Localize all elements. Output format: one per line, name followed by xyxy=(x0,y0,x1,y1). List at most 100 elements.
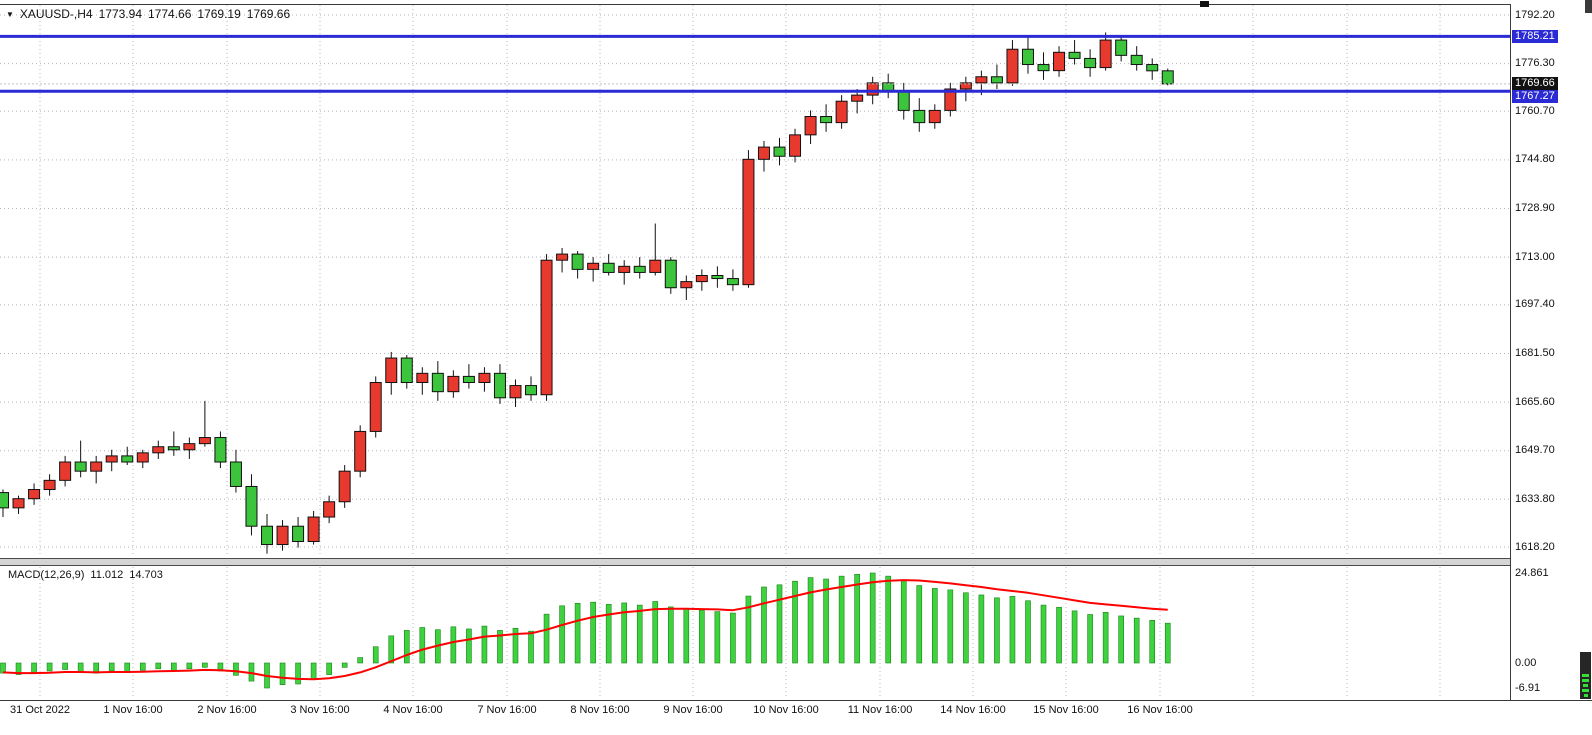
time-tick-label: 16 Nov 16:00 xyxy=(1127,704,1193,716)
macd-histogram-bar xyxy=(900,580,907,664)
bull-candle-body xyxy=(866,82,879,96)
macd-histogram-bar xyxy=(543,613,550,664)
macd-histogram-bar xyxy=(652,601,659,664)
bear-candle-body xyxy=(1161,70,1174,85)
time-tick-label: 7 Nov 16:00 xyxy=(477,704,537,716)
macd-histogram-bar xyxy=(823,578,829,664)
macd-main-value: 11.012 xyxy=(90,569,124,581)
bull-candle-body xyxy=(680,281,693,289)
bear-candle-body xyxy=(664,259,677,289)
bear-candle-body xyxy=(525,385,538,396)
bull-candle-body xyxy=(959,82,972,90)
macd-histogram-bar xyxy=(202,662,208,668)
bear-candle-body xyxy=(431,372,444,393)
price-tick-label: 1618.20 xyxy=(1515,540,1555,553)
price-axis-divider xyxy=(1510,4,1511,701)
macd-label-overlay: MACD(12,26,9) 11.012 14.703 xyxy=(8,569,163,581)
macd-histogram-bar xyxy=(931,588,938,664)
bull-candle-body xyxy=(975,76,988,84)
bull-candle-body xyxy=(835,100,848,124)
macd-histogram-bar xyxy=(450,626,457,664)
bull-candle-body xyxy=(90,461,103,472)
cursor-marker xyxy=(1200,1,1209,7)
bull-candle-body xyxy=(43,479,56,491)
macd-histogram-bar xyxy=(155,662,162,670)
bull-candle-body xyxy=(618,265,631,273)
time-axis-divider xyxy=(0,700,1592,701)
macd-histogram-bar xyxy=(186,662,193,670)
macd-tick-label: -6.91 xyxy=(1515,681,1541,694)
time-tick-label: 8 Nov 16:00 xyxy=(570,704,630,716)
bear-candle-body xyxy=(261,525,274,546)
bull-candle-body xyxy=(478,372,491,384)
bull-candle-body xyxy=(369,382,382,432)
price-tick-label: 1792.20 xyxy=(1515,8,1555,21)
macd-histogram-bar xyxy=(590,601,596,664)
bull-candle-body xyxy=(789,134,802,157)
price-tick-label: 1649.70 xyxy=(1515,444,1555,457)
macd-histogram-bar xyxy=(1102,612,1109,664)
macd-histogram-bar xyxy=(667,606,674,664)
bull-candle-body xyxy=(944,88,957,111)
macd-tick-label: 0.00 xyxy=(1515,656,1537,669)
bear-candle-body xyxy=(602,262,615,273)
time-axis[interactable]: 31 Oct 2022 1 Nov 16:00 2 Nov 16:00 3 Nov 1… xyxy=(0,701,1510,723)
price-tick-label: 1728.90 xyxy=(1515,202,1555,215)
bear-candle-body xyxy=(1021,48,1034,66)
macd-histogram-bar xyxy=(776,584,783,664)
connection-bar xyxy=(1583,684,1588,687)
bear-candle-body xyxy=(292,525,305,542)
bull-candle-body xyxy=(152,446,165,454)
connection-bar xyxy=(1582,679,1589,682)
bull-candle-body xyxy=(695,274,708,283)
macd-histogram-bar xyxy=(46,662,53,672)
bull-candle-body xyxy=(385,357,398,384)
bull-candle-body xyxy=(587,262,600,270)
chart-top-border xyxy=(0,4,1592,5)
macd-histogram-bar xyxy=(108,662,115,672)
macd-histogram-bar xyxy=(62,662,68,670)
grid-layer xyxy=(0,5,1510,699)
bull-candle-body xyxy=(59,461,72,481)
chart-plot-area[interactable] xyxy=(0,0,1510,700)
time-tick-label: 9 Nov 16:00 xyxy=(663,704,723,716)
bull-candle-body xyxy=(1099,39,1112,69)
macd-histogram-bar xyxy=(574,602,581,664)
macd-histogram-bar xyxy=(947,589,954,664)
macd-histogram-bar xyxy=(605,604,612,664)
macd-histogram-bar xyxy=(1071,610,1078,664)
macd-signal-line xyxy=(2,579,1168,681)
macd-histogram-bar xyxy=(171,662,177,671)
macd-histogram-bar xyxy=(403,630,410,664)
macd-histogram-bar xyxy=(357,657,363,664)
bull-candle-body xyxy=(105,455,118,463)
chart-title-overlay: ▼ XAUUSD-,H4 1773.94 1774.66 1769.19 176… xyxy=(6,7,290,21)
bear-candle-body xyxy=(493,372,506,399)
candles-layer[interactable] xyxy=(0,32,1174,554)
bull-candle-body xyxy=(276,525,289,546)
price-tick-label: 1713.00 xyxy=(1515,250,1555,263)
macd-histogram-bar xyxy=(869,572,876,664)
macd-name-label: MACD(12,26,9) xyxy=(8,569,85,581)
price-tick-label: 1776.30 xyxy=(1515,57,1555,70)
price-tick-label: 1744.80 xyxy=(1515,153,1555,166)
price-axis[interactable]: 1792.20 1776.30 1760.70 1744.80 1728.90 1713.… xyxy=(1511,0,1592,700)
connection-bar xyxy=(1583,694,1588,697)
bull-candle-body xyxy=(509,385,522,399)
macd-histogram-bar xyxy=(279,662,286,686)
macd-histogram-bar xyxy=(15,662,22,675)
macd-histogram-bar xyxy=(636,604,643,664)
price-tick-label: 1665.60 xyxy=(1515,395,1555,408)
pane-separator-handle[interactable] xyxy=(0,558,1592,566)
bull-candle-body xyxy=(1053,51,1066,72)
macd-histogram-bar xyxy=(683,608,690,664)
bear-candle-body xyxy=(726,278,739,286)
bull-candle-body xyxy=(198,437,211,445)
bear-candle-body xyxy=(571,253,584,270)
macd-histogram-bar xyxy=(77,662,84,672)
time-tick-label: 31 Oct 2022 xyxy=(10,704,70,716)
bull-candle-body xyxy=(540,259,553,396)
macd-histogram-bar xyxy=(1164,622,1171,664)
ohlc-close-value: 1769.66 xyxy=(246,7,291,21)
macd-histogram-bar xyxy=(699,609,705,664)
